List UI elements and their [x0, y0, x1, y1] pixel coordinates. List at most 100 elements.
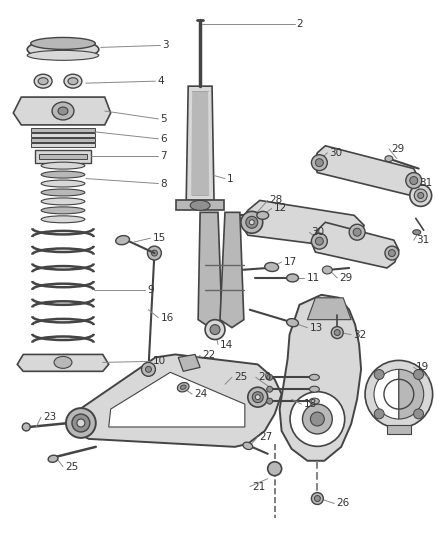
Text: 3: 3 — [162, 41, 169, 51]
Ellipse shape — [68, 78, 78, 85]
Polygon shape — [31, 138, 95, 142]
Ellipse shape — [54, 357, 72, 368]
Polygon shape — [240, 200, 364, 248]
Ellipse shape — [410, 176, 418, 184]
Ellipse shape — [248, 387, 268, 407]
Polygon shape — [69, 354, 282, 447]
Polygon shape — [31, 133, 95, 137]
Ellipse shape — [38, 78, 48, 85]
Ellipse shape — [365, 360, 433, 428]
Text: 27: 27 — [260, 432, 273, 442]
Polygon shape — [186, 86, 214, 200]
Polygon shape — [109, 373, 245, 427]
Circle shape — [413, 409, 424, 419]
Text: 11: 11 — [307, 273, 320, 283]
Text: 23: 23 — [43, 412, 57, 422]
Text: 21: 21 — [252, 482, 265, 491]
Ellipse shape — [334, 329, 340, 336]
Ellipse shape — [311, 233, 327, 249]
Text: 22: 22 — [202, 350, 215, 360]
Ellipse shape — [77, 419, 85, 427]
Text: 1: 1 — [227, 174, 233, 183]
Ellipse shape — [286, 274, 298, 282]
Text: 12: 12 — [274, 204, 287, 213]
Ellipse shape — [41, 216, 85, 223]
Ellipse shape — [27, 39, 99, 59]
Text: 6: 6 — [160, 134, 167, 144]
Ellipse shape — [41, 180, 85, 187]
Ellipse shape — [311, 492, 323, 504]
Text: 29: 29 — [391, 144, 404, 154]
Text: 17: 17 — [283, 257, 297, 267]
Ellipse shape — [267, 386, 273, 392]
Text: 20: 20 — [258, 372, 271, 382]
Circle shape — [205, 320, 225, 340]
Ellipse shape — [414, 189, 427, 202]
Circle shape — [210, 325, 220, 335]
Ellipse shape — [314, 496, 320, 502]
Circle shape — [145, 366, 152, 373]
Ellipse shape — [385, 156, 393, 161]
Text: 29: 29 — [339, 273, 353, 283]
Text: 5: 5 — [160, 114, 167, 124]
Ellipse shape — [309, 374, 319, 380]
Ellipse shape — [116, 236, 130, 245]
Ellipse shape — [41, 171, 85, 178]
Text: 19: 19 — [416, 362, 429, 373]
Circle shape — [413, 369, 424, 379]
Polygon shape — [13, 97, 111, 125]
Ellipse shape — [406, 173, 422, 189]
Ellipse shape — [180, 385, 186, 390]
Wedge shape — [374, 369, 399, 419]
Ellipse shape — [410, 184, 431, 206]
Ellipse shape — [309, 386, 319, 392]
Text: 25: 25 — [234, 372, 247, 382]
Polygon shape — [191, 91, 209, 196]
Ellipse shape — [252, 392, 263, 402]
Ellipse shape — [315, 159, 323, 167]
Polygon shape — [198, 212, 222, 328]
Ellipse shape — [31, 37, 95, 50]
Polygon shape — [39, 154, 87, 159]
Circle shape — [374, 369, 384, 379]
Text: 16: 16 — [160, 313, 173, 322]
Ellipse shape — [267, 398, 273, 404]
Ellipse shape — [41, 207, 85, 214]
Ellipse shape — [311, 412, 324, 426]
Text: 31: 31 — [419, 177, 432, 188]
Text: 7: 7 — [160, 151, 167, 161]
Polygon shape — [279, 295, 361, 461]
Polygon shape — [178, 354, 200, 372]
Ellipse shape — [322, 266, 332, 274]
Ellipse shape — [27, 51, 99, 60]
Polygon shape — [307, 298, 351, 320]
Text: 24: 24 — [194, 389, 208, 399]
Ellipse shape — [257, 212, 268, 219]
Text: 13: 13 — [309, 322, 323, 333]
Ellipse shape — [290, 392, 345, 446]
Text: 26: 26 — [336, 498, 350, 508]
Text: 10: 10 — [152, 357, 166, 366]
Polygon shape — [220, 212, 244, 328]
Ellipse shape — [41, 162, 85, 169]
Ellipse shape — [72, 414, 90, 432]
Text: 2: 2 — [297, 19, 303, 29]
Polygon shape — [17, 354, 109, 372]
Ellipse shape — [315, 237, 323, 245]
Ellipse shape — [58, 107, 68, 115]
Ellipse shape — [309, 398, 319, 404]
Ellipse shape — [22, 423, 30, 431]
Ellipse shape — [34, 74, 52, 88]
Text: 15: 15 — [152, 233, 166, 243]
Ellipse shape — [64, 74, 82, 88]
Text: 32: 32 — [353, 329, 367, 340]
Ellipse shape — [385, 246, 399, 260]
Ellipse shape — [52, 102, 74, 120]
Text: 25: 25 — [65, 462, 78, 472]
Ellipse shape — [241, 212, 263, 233]
Ellipse shape — [265, 262, 279, 271]
Polygon shape — [176, 200, 224, 211]
Ellipse shape — [243, 442, 253, 449]
Ellipse shape — [41, 198, 85, 205]
Polygon shape — [387, 425, 411, 434]
